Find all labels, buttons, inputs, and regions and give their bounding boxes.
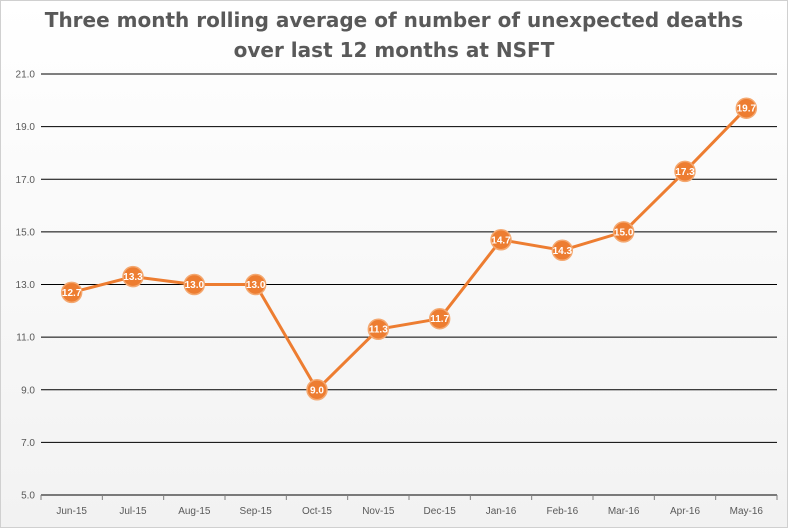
y-tick-label: 5.0 bbox=[21, 491, 35, 502]
data-label: 12.7 bbox=[62, 288, 82, 299]
data-point bbox=[428, 307, 451, 330]
data-point bbox=[183, 273, 206, 296]
y-tick-label: 9.0 bbox=[21, 385, 35, 396]
x-tick-label: Jul-15 bbox=[119, 506, 147, 517]
data-label: 11.3 bbox=[369, 325, 388, 336]
data-label: 9.0 bbox=[310, 385, 324, 396]
data-point bbox=[306, 379, 328, 401]
data-point bbox=[490, 229, 512, 251]
x-tick-label: Sep-15 bbox=[240, 506, 273, 517]
data-point bbox=[244, 273, 267, 296]
y-tick-label: 13.0 bbox=[16, 280, 36, 291]
x-tick-label: Mar-16 bbox=[608, 506, 640, 517]
x-tick-label: Apr-16 bbox=[670, 506, 700, 517]
data-label: 15.0 bbox=[614, 227, 634, 238]
data-point bbox=[551, 239, 574, 262]
series-polyline bbox=[71, 107, 748, 392]
y-tick-label: 15.0 bbox=[16, 227, 36, 238]
chart-title-line-2: over last 12 months at NSFT bbox=[233, 38, 555, 62]
x-tick-label: Feb-16 bbox=[546, 506, 578, 517]
data-label: 13.0 bbox=[246, 280, 266, 291]
series-markers: 12.7 13.3 13.0 13.0 9.0 11.3 11.7 14.7 14.3 15.0 1… bbox=[60, 97, 758, 401]
data-label: 14.7 bbox=[491, 235, 511, 246]
y-tick-label: 21.0 bbox=[16, 70, 36, 81]
data-label: 14.3 bbox=[553, 246, 573, 257]
data-point bbox=[122, 265, 144, 288]
gridlines bbox=[41, 73, 777, 496]
series-line bbox=[71, 107, 748, 392]
data-point bbox=[367, 318, 390, 340]
data-label: 11.7 bbox=[430, 314, 449, 325]
x-tick-label: Jun-15 bbox=[56, 506, 87, 517]
x-tick-label: Oct-15 bbox=[302, 506, 332, 517]
data-point bbox=[735, 97, 758, 119]
data-point bbox=[674, 160, 696, 183]
chart-title-line-1: Three month rolling average of number of… bbox=[44, 8, 744, 32]
x-tick-label: Jan-16 bbox=[486, 506, 517, 517]
data-label: 13.0 bbox=[185, 280, 205, 291]
x-axis: Jun-15 Jul-15 Aug-15 Sep-15 Oct-15 Nov-15 Dec-… bbox=[40, 495, 778, 517]
y-tick-label: 17.0 bbox=[16, 175, 36, 186]
y-tick-label: 19.0 bbox=[16, 122, 36, 133]
data-label: 17.3 bbox=[675, 167, 695, 178]
x-tick-label: May-16 bbox=[730, 506, 764, 517]
x-tick-label: Nov-15 bbox=[362, 506, 395, 517]
y-tick-label: 7.0 bbox=[21, 438, 35, 449]
x-tick-label: Dec-15 bbox=[424, 506, 457, 517]
data-point bbox=[60, 281, 83, 304]
y-axis: 5.0 7.0 9.0 11.0 13.0 15.0 17.0 19.0 21.0 bbox=[16, 70, 36, 502]
chart-title: Three month rolling average of number of… bbox=[1, 5, 787, 65]
data-label: 13.3 bbox=[123, 272, 143, 283]
data-point bbox=[612, 221, 635, 243]
x-tick-label: Aug-15 bbox=[178, 506, 211, 517]
data-label: 19.7 bbox=[737, 104, 757, 115]
y-tick-label: 11.0 bbox=[16, 333, 35, 344]
